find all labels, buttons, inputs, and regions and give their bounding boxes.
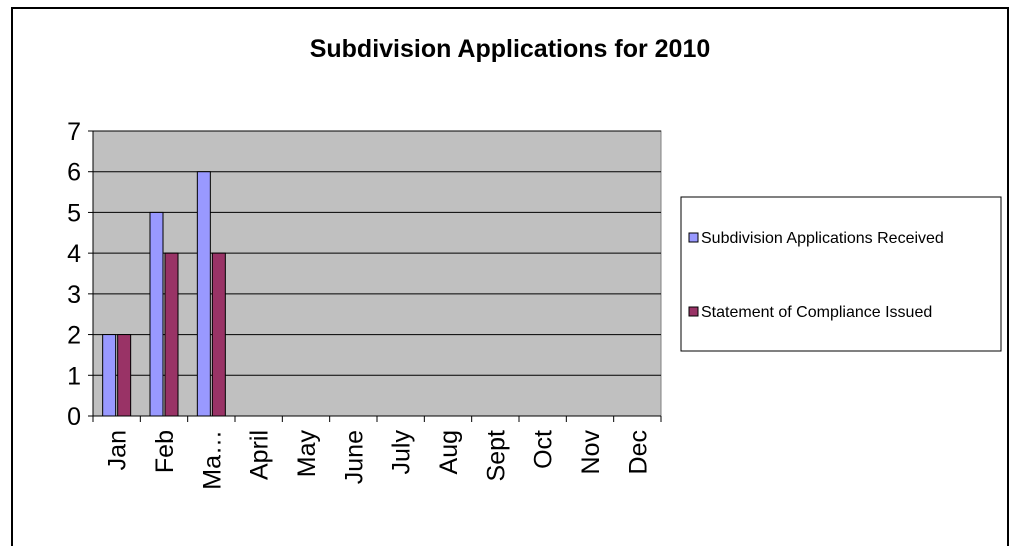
x-axis: Jan Feb Ma… April May June July Aug Sept Oct Nov De…: [92, 415, 662, 490]
legend-entry-1: Statement of Compliance Issued: [688, 304, 932, 321]
bar-0-1: [149, 211, 164, 417]
x-tick-label: Jan: [104, 430, 132, 470]
bars: [102, 171, 226, 417]
y-tick-label: 4: [67, 240, 81, 268]
legend-box: [680, 196, 1002, 352]
x-tick-label: May: [293, 430, 321, 478]
x-tick-label: Dec: [624, 430, 652, 474]
bar-1-0: [117, 334, 132, 417]
x-tick-label: Nov: [577, 430, 605, 475]
y-tick-label: 1: [67, 362, 81, 390]
y-tick-label: 7: [67, 118, 81, 146]
bar-0-0: [102, 334, 117, 417]
x-tick-label: June: [340, 430, 368, 484]
legend-swatch-1: [688, 306, 699, 317]
x-tick-label: July: [388, 430, 416, 475]
y-tick-label: 3: [67, 281, 81, 309]
bar-1-2: [211, 252, 226, 417]
x-tick-label: Ma…: [198, 430, 226, 490]
x-tick-label: Aug: [435, 430, 463, 474]
plot-area: [92, 130, 662, 417]
x-tick-label: Feb: [151, 430, 179, 473]
bar-0-2: [196, 171, 211, 417]
y-tick-label: 0: [67, 403, 81, 431]
legend-entry-0: Subdivision Applications Received: [688, 230, 944, 247]
x-tick-label: April: [246, 430, 274, 480]
x-tick-label: Oct: [530, 430, 558, 469]
legend-label-0: Subdivision Applications Received: [701, 230, 944, 247]
y-tick-label: 2: [67, 322, 81, 350]
gridlines: [93, 130, 661, 376]
legend: Subdivision Applications Received Statem…: [680, 196, 1002, 352]
chart-title: Subdivision Applications for 2010: [310, 35, 711, 63]
bar-1-1: [164, 252, 179, 417]
y-tick-label: 5: [67, 199, 81, 227]
y-tick-label: 6: [67, 159, 81, 187]
legend-swatch-0: [688, 232, 699, 243]
x-tick-label: Sept: [482, 430, 510, 481]
y-axis: 0 1 2 3 4 5 6 7: [67, 118, 94, 431]
legend-label-1: Statement of Compliance Issued: [701, 304, 932, 321]
